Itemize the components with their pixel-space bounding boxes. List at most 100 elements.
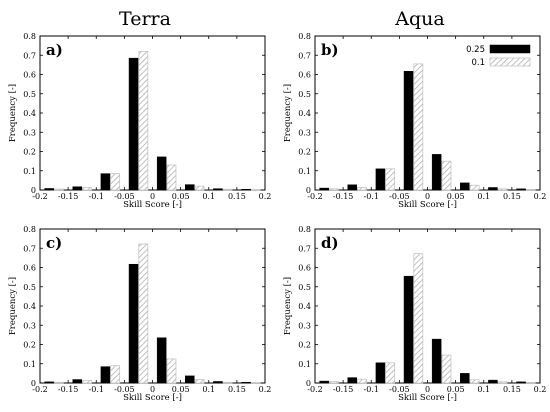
x-tick-label: 0.15 [503, 385, 521, 394]
bar-solid [128, 263, 139, 384]
bar-hatched [525, 189, 536, 191]
y-tick-label: 0.6 [298, 264, 311, 273]
plot-frame [39, 228, 266, 384]
x-tick-label: 0.15 [228, 385, 246, 394]
bar-solid [488, 379, 498, 384]
y-tick-label: 0.2 [23, 148, 36, 157]
bar-hatched [469, 379, 480, 384]
y-tick-label: 0.7 [298, 51, 311, 60]
x-tick-label: 0.05 [172, 192, 190, 201]
legend-swatch [489, 57, 531, 67]
panel-3: 0 0.1 0.2 0.3 0.4 0.5 0.6 0.7 0.8 -0.2 -0.15 -0.1 -0… [8, 225, 271, 403]
x-tick-label: 0.15 [228, 192, 246, 201]
bar-solid [516, 188, 526, 191]
y-tick-label: 0.1 [23, 167, 36, 176]
bar-solid [319, 187, 329, 191]
y-tick-label: 0.3 [298, 321, 311, 330]
panel-1: 0 0.1 0.2 0.3 0.4 0.5 0.6 0.7 0.8 -0.2 -0.15 -0.1 -0… [8, 32, 271, 210]
bar-hatched [138, 51, 149, 191]
x-tick-label: -0.2 [32, 385, 47, 394]
x-tick-label: -0.1 [89, 385, 104, 394]
x-tick-label: -0.15 [58, 192, 79, 201]
y-tick-label: 0.7 [23, 51, 36, 60]
x-tick-label: -0.15 [58, 385, 79, 394]
bar-solid [72, 379, 83, 384]
y-tick-label: 0.2 [23, 341, 36, 350]
panels: 0 0.1 0.2 0.3 0.4 0.5 0.6 0.7 0.8 -0.2 -0.15 -0.1 -0… [8, 32, 546, 403]
x-tick-label: 0 [150, 192, 155, 201]
bar-hatched [110, 365, 121, 384]
bar-hatched [413, 253, 424, 384]
bar-solid [431, 154, 442, 191]
x-tick-label: 0.1 [202, 192, 215, 201]
y-tick-label: 0.5 [23, 90, 36, 99]
bar-hatched [222, 188, 233, 191]
bar-hatched [138, 243, 149, 384]
legend-label: 0.1 [471, 58, 485, 68]
bar-solid [488, 187, 498, 191]
x-tick-label: -0.05 [389, 385, 410, 394]
bar-solid [347, 377, 358, 384]
bar-hatched [357, 187, 367, 191]
bar-solid [156, 337, 167, 384]
x-tick-label: -0.2 [32, 192, 47, 201]
x-tick-label: -0.05 [114, 385, 135, 394]
x-tick-label: -0.1 [89, 192, 104, 201]
x-tick-label: 0.2 [259, 192, 272, 201]
x-tick-label: 0.2 [259, 385, 272, 394]
bar-solid [460, 373, 470, 384]
y-tick-label: 0.5 [298, 90, 311, 99]
y-tick-label: 0.6 [23, 264, 36, 273]
panel-label: c) [46, 234, 62, 252]
panel-4: 0 0.1 0.2 0.3 0.4 0.5 0.6 0.7 0.8 -0.2 -0.15 -0.1 -0… [283, 225, 546, 403]
bar-hatched [385, 362, 396, 384]
y-tick-label: 0.8 [23, 225, 36, 234]
bar-hatched [329, 381, 339, 384]
x-tick-label: 0.2 [534, 192, 547, 201]
y-axis-label: Frequency [-] [8, 277, 18, 335]
bar-hatched [54, 188, 64, 191]
bar-hatched [469, 184, 480, 191]
x-tick-label: 0.05 [172, 385, 190, 394]
bar-hatched [110, 173, 121, 191]
x-tick-label: 0.2 [534, 385, 547, 394]
x-tick-label: -0.2 [307, 385, 322, 394]
x-tick-label: -0.1 [364, 192, 379, 201]
panel-label: d) [321, 234, 339, 252]
bar-solid [460, 182, 470, 191]
x-tick-label: 0.1 [202, 385, 215, 394]
x-axis-label: Skill Score [-] [123, 393, 182, 403]
bar-solid [403, 275, 414, 384]
y-tick-label: 0.4 [298, 109, 311, 118]
y-tick-label: 0.2 [298, 341, 311, 350]
panel-label: a) [46, 41, 63, 59]
x-tick-label: 0.15 [503, 192, 521, 201]
y-tick-label: 0.5 [298, 283, 311, 292]
bar-hatched [357, 378, 367, 384]
x-tick-label: -0.1 [364, 385, 379, 394]
column-title-aqua: Aqua [394, 8, 444, 30]
y-tick-label: 0.3 [23, 128, 36, 137]
y-tick-label: 0.1 [298, 167, 311, 176]
x-axis-label: Skill Score [-] [398, 200, 457, 210]
column-title-terra: Terra [119, 8, 171, 30]
bar-hatched [194, 185, 205, 191]
x-tick-label: -0.15 [333, 192, 354, 201]
y-tick-label: 0.4 [23, 109, 36, 118]
y-tick-label: 0.6 [298, 71, 311, 80]
x-axis-label: Skill Score [-] [398, 393, 457, 403]
legend: 0.25 0.1 [466, 44, 531, 68]
x-tick-label: 0 [425, 192, 430, 201]
y-axis-label: Frequency [-] [8, 84, 18, 142]
y-tick-label: 0.4 [298, 302, 311, 311]
bar-solid [403, 70, 414, 191]
y-axis-label: Frequency [-] [283, 84, 293, 142]
y-tick-label: 0.8 [298, 225, 311, 234]
bar-hatched [497, 381, 508, 384]
panel-2: 0 0.1 0.2 0.3 0.4 0.5 0.6 0.7 0.8 -0.2 -0.15 -0.1 -0… [283, 32, 546, 210]
bar-solid [375, 168, 386, 191]
y-tick-label: 0 [31, 186, 36, 195]
x-tick-label: 0.05 [447, 192, 465, 201]
x-tick-label: 0 [150, 385, 155, 394]
bar-solid [319, 380, 329, 384]
